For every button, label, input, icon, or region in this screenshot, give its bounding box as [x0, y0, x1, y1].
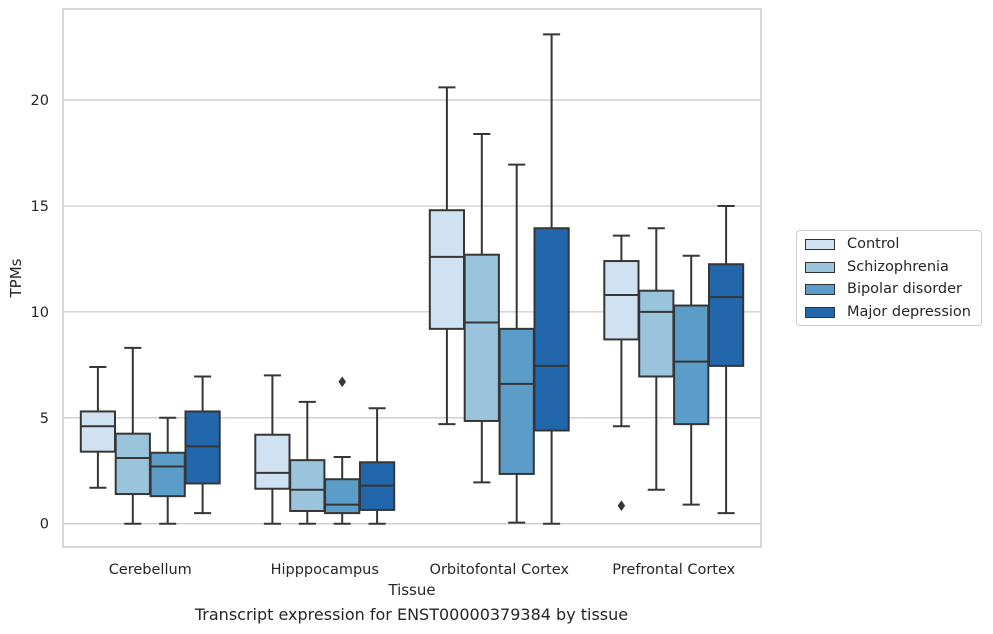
- box-body: [463, 253, 500, 422]
- box-body: [324, 478, 361, 515]
- y-tick-label: 15: [31, 199, 49, 215]
- box-body: [603, 260, 640, 341]
- legend-item-bipolar-disorder: Bipolar disorder: [805, 280, 962, 298]
- x-tick-label: Cerebellum: [109, 562, 192, 578]
- box-2-0: [149, 416, 186, 525]
- legend-item-control: Control: [805, 235, 899, 253]
- box-body: [638, 289, 675, 378]
- y-tick-label: 5: [40, 411, 49, 427]
- legend-label: Control: [847, 236, 900, 252]
- box-plot-series: [79, 33, 745, 525]
- box-body: [79, 410, 117, 453]
- box-3-0: [184, 375, 221, 515]
- box-2-1: [324, 376, 361, 525]
- box-body: [707, 263, 745, 367]
- box-1-1: [289, 400, 326, 525]
- plot-frame: [62, 8, 762, 548]
- x-axis-ticks: Cerebellum Hipppocampus Orbitofontal Corte…: [109, 562, 736, 578]
- y-axis-label: TPMs: [7, 258, 25, 298]
- box-body: [289, 459, 326, 512]
- box-body: [254, 433, 291, 490]
- y-tick-label: 20: [31, 93, 49, 109]
- box-body: [114, 432, 151, 496]
- box-3-2: [533, 33, 570, 525]
- box-3-1: [358, 407, 396, 525]
- box-2-3: [673, 254, 710, 506]
- legend-label: Bipolar disorder: [847, 281, 962, 297]
- box-0-3: [603, 234, 640, 512]
- box-2-2: [498, 163, 535, 524]
- box-1-0: [114, 346, 151, 525]
- outlier-point: [617, 500, 626, 512]
- box-body: [184, 410, 221, 485]
- box-body: [498, 327, 535, 475]
- legend-label: Major depression: [847, 304, 971, 320]
- box-body: [149, 451, 186, 498]
- box-0-1: [254, 374, 291, 525]
- chart-caption: Transcript expression for ENST0000037938…: [194, 605, 629, 624]
- x-tick-label: Prefrontal Cortex: [612, 562, 735, 578]
- legend-swatch-bipolar-disorder: [805, 283, 835, 295]
- x-tick-label: Orbitofontal Cortex: [430, 562, 570, 578]
- y-tick-label: 10: [31, 305, 49, 321]
- box-3-3: [707, 204, 745, 515]
- box-1-3: [638, 227, 675, 491]
- legend-swatch-schizophrenia: [805, 261, 835, 273]
- box-0-0: [79, 365, 117, 489]
- x-axis-label: Tissue: [387, 581, 435, 599]
- box-body: [428, 209, 466, 330]
- legend-swatch-control: [805, 238, 835, 250]
- outlier-point: [338, 376, 347, 388]
- box-1-2: [463, 132, 500, 484]
- y-axis-ticks: 0 5 10 15 20: [31, 93, 49, 533]
- y-tick-label: 0: [40, 517, 49, 533]
- grid-lines: [63, 99, 761, 525]
- legend-swatch-major-depression: [805, 306, 835, 318]
- legend-item-schizophrenia: Schizophrenia: [805, 258, 949, 276]
- box-0-2: [428, 86, 466, 426]
- x-tick-label: Hipppocampus: [271, 562, 379, 578]
- legend-label: Schizophrenia: [847, 259, 949, 275]
- legend-item-major-depression: Major depression: [805, 303, 971, 321]
- box-body: [533, 227, 570, 432]
- legend: Control Schizophrenia Bipolar disorder M…: [796, 230, 982, 326]
- box-body: [673, 304, 710, 426]
